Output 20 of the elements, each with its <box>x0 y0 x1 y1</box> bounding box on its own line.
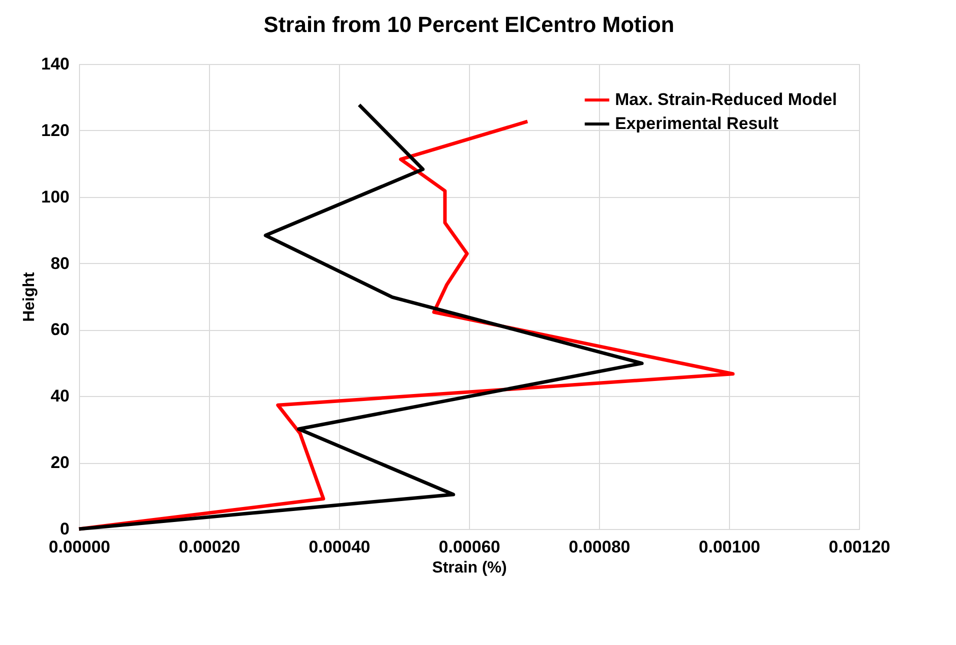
y-tick-label: 140 <box>41 54 70 74</box>
x-tick-label: 0.00000 <box>48 538 110 556</box>
x-tick-label: 0.00060 <box>438 538 500 556</box>
x-tick-label: 0.00120 <box>828 538 890 556</box>
legend-label: Experimental Result <box>615 114 779 133</box>
chart-title: Strain from 10 Percent ElCentro Motion <box>264 12 674 37</box>
y-tick-label: 20 <box>50 453 70 472</box>
y-tick-label: 80 <box>50 254 70 273</box>
y-tick-label: 60 <box>50 320 70 340</box>
x-tick-label: 0.00020 <box>178 538 240 556</box>
y-tick-label: 0 <box>60 520 70 538</box>
x-tick-label: 0.00100 <box>698 538 760 556</box>
y-tick-label: 100 <box>41 187 70 206</box>
y-tick-label: 120 <box>41 120 70 140</box>
legend-label: Max. Strain-Reduced Model <box>615 90 837 109</box>
x-tick-label: 0.00040 <box>308 538 370 556</box>
y-axis-title: Height <box>21 271 38 322</box>
x-tick-label: 0.00080 <box>568 538 630 556</box>
x-axis-title: Strain (%) <box>432 560 507 576</box>
y-tick-label: 40 <box>50 386 70 406</box>
